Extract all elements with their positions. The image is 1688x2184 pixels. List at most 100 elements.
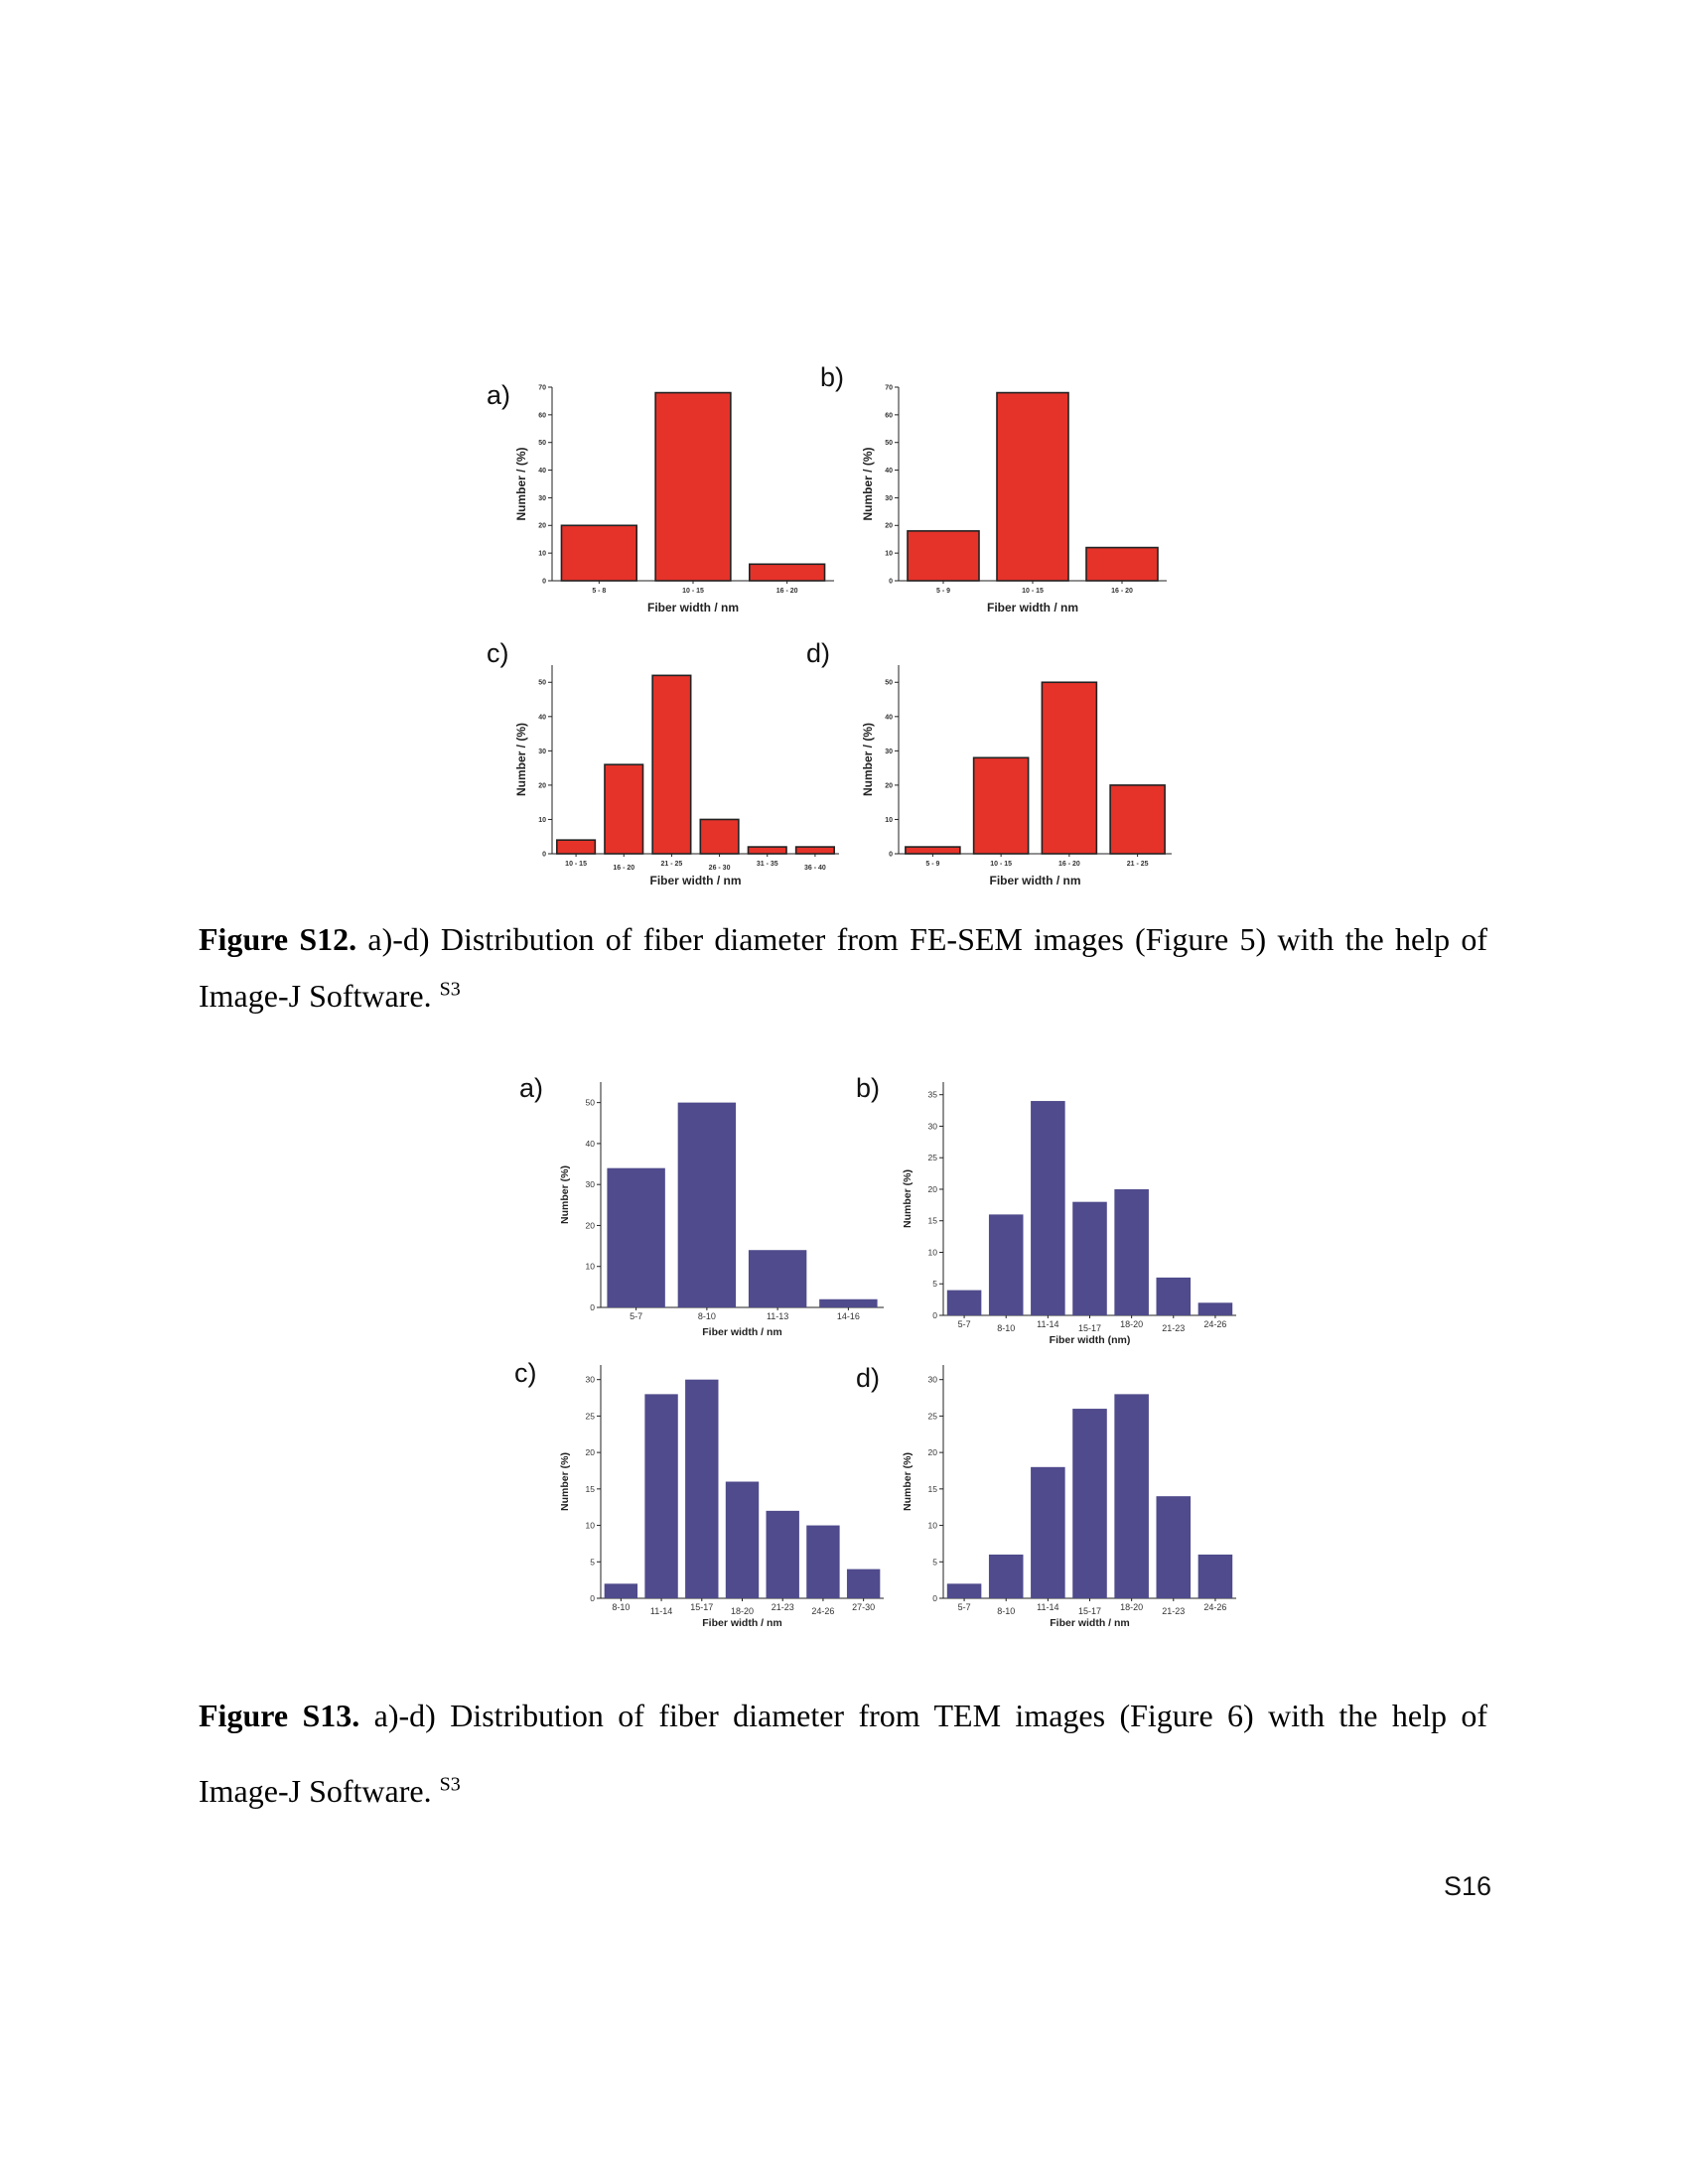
x-tick-label: 16 - 20 <box>613 865 634 872</box>
x-tick-label: 21-23 <box>772 1602 794 1612</box>
y-tick-label: 10 <box>538 817 546 824</box>
bar <box>699 818 740 855</box>
y-tick-label: 50 <box>538 680 546 687</box>
x-tick-label: 24-26 <box>1203 1602 1226 1612</box>
y-tick-label: 10 <box>538 551 546 558</box>
y-tick-label: 0 <box>889 578 893 585</box>
y-tick-label: 0 <box>889 851 893 858</box>
y-tick-label: 30 <box>586 1179 596 1189</box>
y-tick-label: 20 <box>586 1447 596 1457</box>
bar <box>604 1583 638 1598</box>
y-tick-label: 20 <box>538 523 546 530</box>
x-axis-label: Fiber width / nm <box>702 1326 782 1338</box>
x-tick-label: 10 - 15 <box>1022 588 1044 595</box>
y-tick-label: 40 <box>538 714 546 721</box>
bar <box>988 1554 1024 1598</box>
y-axis-label: Number / (%) <box>516 447 528 520</box>
bar <box>988 1214 1024 1315</box>
x-tick-label: 5-7 <box>630 1311 642 1321</box>
bar <box>907 530 980 582</box>
bar <box>1031 1101 1065 1315</box>
y-tick-label: 60 <box>538 412 546 419</box>
x-tick-label: 21-23 <box>1162 1323 1185 1333</box>
panel-letter-s13c: c) <box>514 1358 537 1388</box>
bar <box>1031 1466 1065 1598</box>
y-tick-label: 70 <box>538 384 546 391</box>
bar <box>560 524 637 582</box>
figure-s13-caption: Figure S13. a)-d) Distribution of fiber … <box>199 1678 1487 1829</box>
x-axis-label: Fiber width / nm <box>702 1617 782 1629</box>
y-axis-label: Number (%) <box>559 1452 571 1511</box>
y-tick-label: 25 <box>586 1411 596 1421</box>
x-tick-label: 11-14 <box>1037 1602 1058 1612</box>
y-tick-label: 0 <box>590 1593 595 1603</box>
bar <box>972 756 1030 855</box>
bar <box>725 1481 760 1598</box>
y-tick-label: 10 <box>928 1247 938 1257</box>
bar <box>846 1569 881 1598</box>
y-tick-label: 40 <box>586 1139 596 1149</box>
x-tick-label: 31 - 35 <box>757 861 778 868</box>
x-tick-label: 10 - 15 <box>990 861 1012 868</box>
figure-s12-text: a)-d) Distribution of fiber diameter fro… <box>199 921 1488 1014</box>
panel-letter-s12a: a) <box>487 380 511 410</box>
y-axis-label: Number (%) <box>902 1169 914 1228</box>
bar <box>946 1290 982 1315</box>
chart-s12a: 0 10 20 30 40 50 60 70 5 - 8 10 - 15 16 - 20 Fiber … <box>516 384 834 614</box>
y-axis-label: Number / (%) <box>861 723 875 796</box>
x-tick-label: 16 - 20 <box>776 588 798 595</box>
x-tick-label: 14-16 <box>837 1311 860 1321</box>
y-tick-label: 35 <box>928 1090 938 1100</box>
y-tick-label: 5 <box>590 1557 595 1567</box>
x-tick-label: 21 - 25 <box>661 861 683 868</box>
x-tick-label: 5-7 <box>958 1602 971 1612</box>
chart-s13b: 0 5 10 15 20 25 30 35 5-7 8-10 11-14 15-17 18-20 21-2… <box>902 1082 1236 1346</box>
x-axis-label: Fiber width / nm <box>990 874 1081 887</box>
y-tick-label: 20 <box>586 1220 596 1230</box>
figure-s13-citation: S3 <box>439 1773 461 1796</box>
y-tick-label: 0 <box>932 1593 937 1603</box>
chart-s13d: 0 5 10 15 20 25 30 5-7 8-10 11-14 15-17 18-20 21-23 2… <box>902 1365 1236 1629</box>
chart-s12d: 0 10 20 30 40 50 5 - 9 10 - 15 16 - 20 21 - 25 Fib… <box>861 665 1172 887</box>
x-tick-label: 27-30 <box>852 1602 875 1612</box>
x-tick-label: 21-23 <box>1162 1606 1185 1616</box>
y-tick-label: 50 <box>885 440 893 447</box>
x-tick-label: 10 - 15 <box>565 861 587 868</box>
y-tick-label: 25 <box>928 1411 938 1421</box>
x-axis-label: Fiber width (nm) <box>1050 1334 1131 1346</box>
y-tick-label: 30 <box>928 1375 938 1385</box>
bar <box>1072 1409 1107 1598</box>
y-tick-label: 20 <box>538 782 546 789</box>
x-axis-label: Fiber width / nm <box>1050 1617 1130 1629</box>
y-tick-label: 30 <box>538 495 546 502</box>
y-tick-label: 20 <box>928 1184 938 1194</box>
figure-s12-label: Figure S12. <box>199 921 357 957</box>
x-tick-label: 15-17 <box>1078 1323 1101 1333</box>
y-tick-label: 50 <box>586 1098 596 1108</box>
x-tick-label: 5 - 8 <box>592 588 606 595</box>
x-tick-label: 8-10 <box>997 1606 1015 1616</box>
bar <box>651 674 692 855</box>
y-axis-label: Number / (%) <box>516 723 528 796</box>
y-tick-label: 5 <box>932 1279 937 1289</box>
bar <box>556 839 597 855</box>
x-tick-label: 8-10 <box>698 1311 716 1321</box>
bar <box>1197 1554 1233 1598</box>
figure-s13-text: a)-d) Distribution of fiber diameter fro… <box>199 1698 1488 1809</box>
bar <box>1156 1277 1192 1315</box>
bar <box>1114 1394 1149 1598</box>
x-tick-label: 11-14 <box>1037 1319 1058 1329</box>
bar <box>1041 681 1098 855</box>
x-tick-label: 11-13 <box>767 1311 788 1321</box>
bar <box>747 846 787 855</box>
y-tick-label: 50 <box>885 680 893 687</box>
y-axis-label: Number (%) <box>559 1165 571 1224</box>
y-tick-label: 30 <box>885 495 893 502</box>
y-tick-label: 30 <box>885 749 893 755</box>
y-tick-label: 70 <box>885 384 893 391</box>
x-tick-label: 18-20 <box>1120 1602 1143 1612</box>
bar <box>749 563 826 582</box>
y-tick-label: 20 <box>928 1447 938 1457</box>
y-tick-label: 15 <box>928 1216 938 1226</box>
bar <box>806 1525 840 1598</box>
